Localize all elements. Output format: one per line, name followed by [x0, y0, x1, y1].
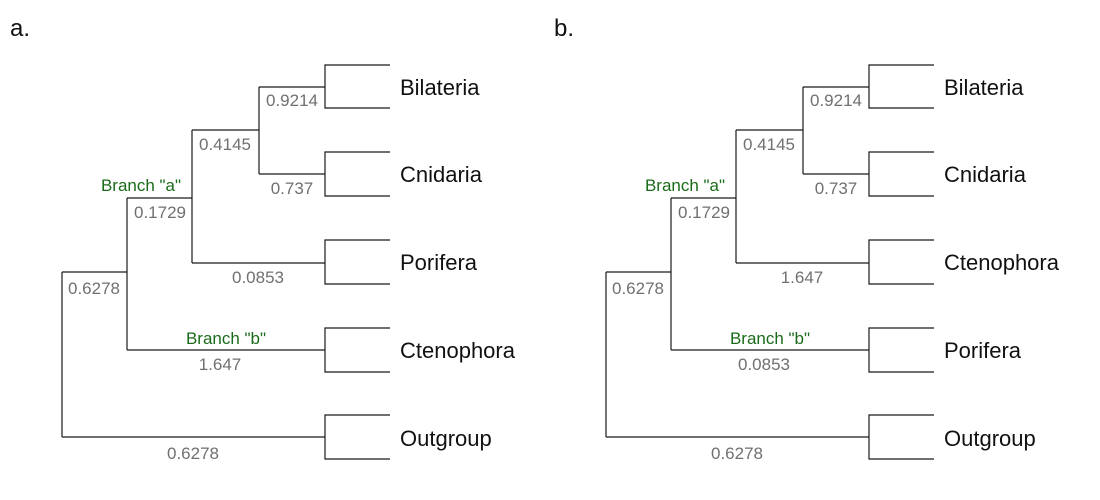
branch-name-a: Branch "a": [101, 176, 181, 195]
tip-bracket-4: [868, 327, 934, 373]
branch-name-b: Branch "b": [730, 329, 810, 348]
tip-bracket-3: [868, 239, 934, 285]
tip-bracket-2: [868, 151, 934, 197]
branch-length-third-taxon: 1.647: [781, 268, 824, 287]
branch-name-a: Branch "a": [645, 176, 725, 195]
taxon-label: Ctenophora: [944, 250, 1060, 275]
taxon-label: Bilateria: [944, 75, 1024, 100]
tip-bracket-5: [868, 414, 934, 460]
tree-panel-b: b. Bilateria Cnidaria: [554, 15, 1060, 463]
tree-edges-b: [605, 64, 934, 460]
tip-bracket-5: [324, 414, 390, 460]
taxon-label: Cnidaria: [944, 162, 1027, 187]
tree-edges-a: [61, 64, 390, 460]
branch-length-third-taxon: 0.0853: [232, 268, 284, 287]
tip-bracket-4: [324, 327, 390, 373]
tip-bracket-1: [868, 64, 934, 109]
branch-length-branch-a: 0.1729: [134, 203, 186, 222]
panel-label-b: b.: [554, 15, 574, 42]
branch-length-outgroup: 0.6278: [711, 444, 763, 463]
branch-length-outgroup: 0.6278: [167, 444, 219, 463]
taxon-label: Outgroup: [944, 426, 1036, 451]
tip-bracket-1: [324, 64, 390, 109]
panel-label-a: a.: [10, 15, 30, 42]
branch-length-root-upper: 0.6278: [68, 279, 120, 298]
branch-length-branch-b: 1.647: [199, 355, 242, 374]
branch-length-bc-clade: 0.4145: [743, 135, 795, 154]
tree-panel-a: a. Bilateria Cnidaria: [10, 15, 516, 463]
taxon-label: Cnidaria: [400, 162, 483, 187]
taxon-label: Ctenophora: [400, 338, 516, 363]
branch-length-branch-a: 0.1729: [678, 203, 730, 222]
tip-bracket-2: [324, 151, 390, 197]
branch-length-bilateria: 0.9214: [810, 91, 862, 110]
branch-length-cnidaria: 0.737: [271, 179, 314, 198]
branch-length-bilateria: 0.9214: [266, 91, 318, 110]
taxon-label: Bilateria: [400, 75, 480, 100]
taxon-label: Porifera: [944, 338, 1022, 363]
taxon-label: Outgroup: [400, 426, 492, 451]
branch-length-cnidaria: 0.737: [815, 179, 858, 198]
tip-bracket-3: [324, 239, 390, 285]
taxon-label: Porifera: [400, 250, 478, 275]
branch-length-bc-clade: 0.4145: [199, 135, 251, 154]
branch-length-branch-b: 0.0853: [738, 355, 790, 374]
branch-length-root-upper: 0.6278: [612, 279, 664, 298]
branch-name-b: Branch "b": [186, 329, 266, 348]
